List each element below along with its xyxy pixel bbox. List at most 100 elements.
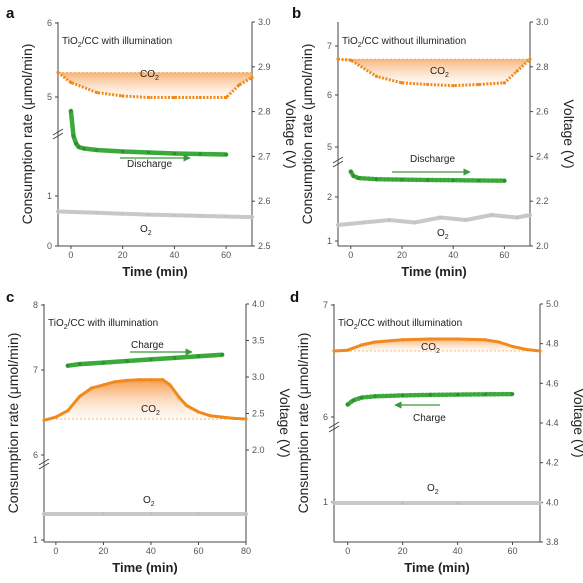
direction-label: Charge <box>413 413 446 424</box>
x-tick-label: 20 <box>98 546 108 556</box>
co2-label: CO2 <box>430 66 449 79</box>
co2-point <box>359 343 364 347</box>
o2-point <box>95 211 99 214</box>
o2-point <box>149 512 153 516</box>
voltage-point <box>224 152 228 157</box>
panel-title: TiO2/CC with illumination <box>62 36 172 49</box>
co2-point <box>146 95 151 100</box>
voltage-point <box>82 146 86 151</box>
o2-point <box>439 216 442 219</box>
y-tick-label: 6 <box>323 412 328 422</box>
co2-point <box>244 417 248 421</box>
co2-point <box>373 340 377 344</box>
co2-shaded-area <box>338 59 530 86</box>
o2-point <box>336 223 340 227</box>
y2-axis-title: Voltage (V) <box>571 388 583 457</box>
voltage-point <box>95 148 99 152</box>
co2-point <box>250 75 254 80</box>
x-tick-label: 40 <box>448 250 458 260</box>
x-tick-label: 60 <box>221 250 231 260</box>
y-tick-label: 1 <box>33 535 38 545</box>
y-axis-title: Consumption rate (μmol/min) <box>295 333 311 514</box>
voltage-point <box>428 393 432 397</box>
o2-point <box>456 501 459 505</box>
co2-point <box>168 383 172 387</box>
o2-label: O2 <box>427 483 439 496</box>
panel-letter: c <box>6 289 14 306</box>
co2-series-line <box>57 71 253 99</box>
co2-point <box>426 82 430 87</box>
o2-point <box>42 512 46 516</box>
y-tick-label: 1 <box>327 236 332 246</box>
co2-point <box>149 378 153 382</box>
o2-label: O2 <box>143 495 155 508</box>
panel-title: TiO2/CC with illumination <box>48 318 158 331</box>
y-axis-title: Consumption rate (μmol/min) <box>19 44 35 225</box>
co2-point <box>184 403 189 408</box>
voltage-point <box>77 362 82 366</box>
y2-tick-label: 2.0 <box>252 445 265 455</box>
co2-point <box>220 415 224 419</box>
y2-tick-label: 4.0 <box>252 299 265 309</box>
y-tick-label: 5 <box>47 92 52 102</box>
voltage-series-line <box>65 352 225 368</box>
co2-point <box>42 418 46 422</box>
co2-point <box>237 83 241 87</box>
y-tick-label: 7 <box>323 300 328 310</box>
voltage-point <box>220 352 225 357</box>
co2-point <box>510 344 515 349</box>
y2-tick-label: 2.2 <box>536 196 549 206</box>
y-tick-label: 0 <box>47 241 52 251</box>
y-tick-label: 1 <box>47 191 52 201</box>
co2-point <box>224 95 228 100</box>
panel-c: c 0 20 40 60 80 1 6 7 8 2.0 2.5 3.0 3.5 4.0 Time (min) C… <box>5 289 293 575</box>
co2-point <box>161 378 165 382</box>
y2-tick-label: 3.0 <box>258 17 271 27</box>
co2-point <box>336 57 340 61</box>
voltage-point <box>69 109 73 113</box>
y2-tick-label: 3.0 <box>536 17 549 27</box>
voltage-point <box>351 174 356 178</box>
y-tick-label: 8 <box>33 300 38 310</box>
direction-label: Discharge <box>410 154 455 165</box>
co2-point <box>121 94 125 98</box>
y2-tick-label: 2.6 <box>536 107 549 117</box>
y2-tick-label: 4.2 <box>546 458 559 468</box>
co2-shaded-area <box>44 379 246 421</box>
voltage-point <box>198 152 203 156</box>
voltage-point <box>146 150 151 155</box>
voltage-point <box>76 145 81 149</box>
voltage-point <box>451 178 456 183</box>
o2-point <box>197 512 200 516</box>
panel-b: b 0 20 40 60 1 2 5 6 7 2.0 2.2 2.4 2.6 2.8 3.0 Time (min… <box>292 5 577 279</box>
co2-point <box>125 378 129 382</box>
x-tick-label: 40 <box>169 250 179 260</box>
voltage-point <box>149 357 153 362</box>
axis-break-mark <box>328 421 340 433</box>
voltage-point <box>374 177 379 181</box>
co2-point <box>196 410 201 414</box>
panel-letter: b <box>292 5 301 22</box>
co2-point <box>374 74 378 78</box>
y2-tick-label: 3.0 <box>252 372 265 382</box>
y2-tick-label: 4.6 <box>546 378 559 388</box>
y2-tick-label: 2.9 <box>258 62 271 72</box>
o2-point <box>413 221 416 224</box>
co2-label: CO2 <box>421 342 440 355</box>
y2-tick-label: 4.8 <box>546 339 559 349</box>
o2-point <box>516 216 519 219</box>
co2-point <box>137 378 141 382</box>
y2-tick-label: 3.5 <box>252 336 265 346</box>
x-tick-label: 0 <box>53 546 58 556</box>
x-tick-label: 60 <box>193 546 203 556</box>
x-tick-label: 20 <box>118 250 128 260</box>
x-tick-label: 60 <box>499 250 509 260</box>
co2-point <box>346 348 350 352</box>
co2-point <box>497 340 501 344</box>
o2-point <box>173 214 176 217</box>
y-tick-label: 6 <box>327 90 332 100</box>
co2-point <box>89 386 94 390</box>
y2-tick-label: 4.4 <box>546 418 559 428</box>
y-tick-label: 6 <box>47 18 52 28</box>
